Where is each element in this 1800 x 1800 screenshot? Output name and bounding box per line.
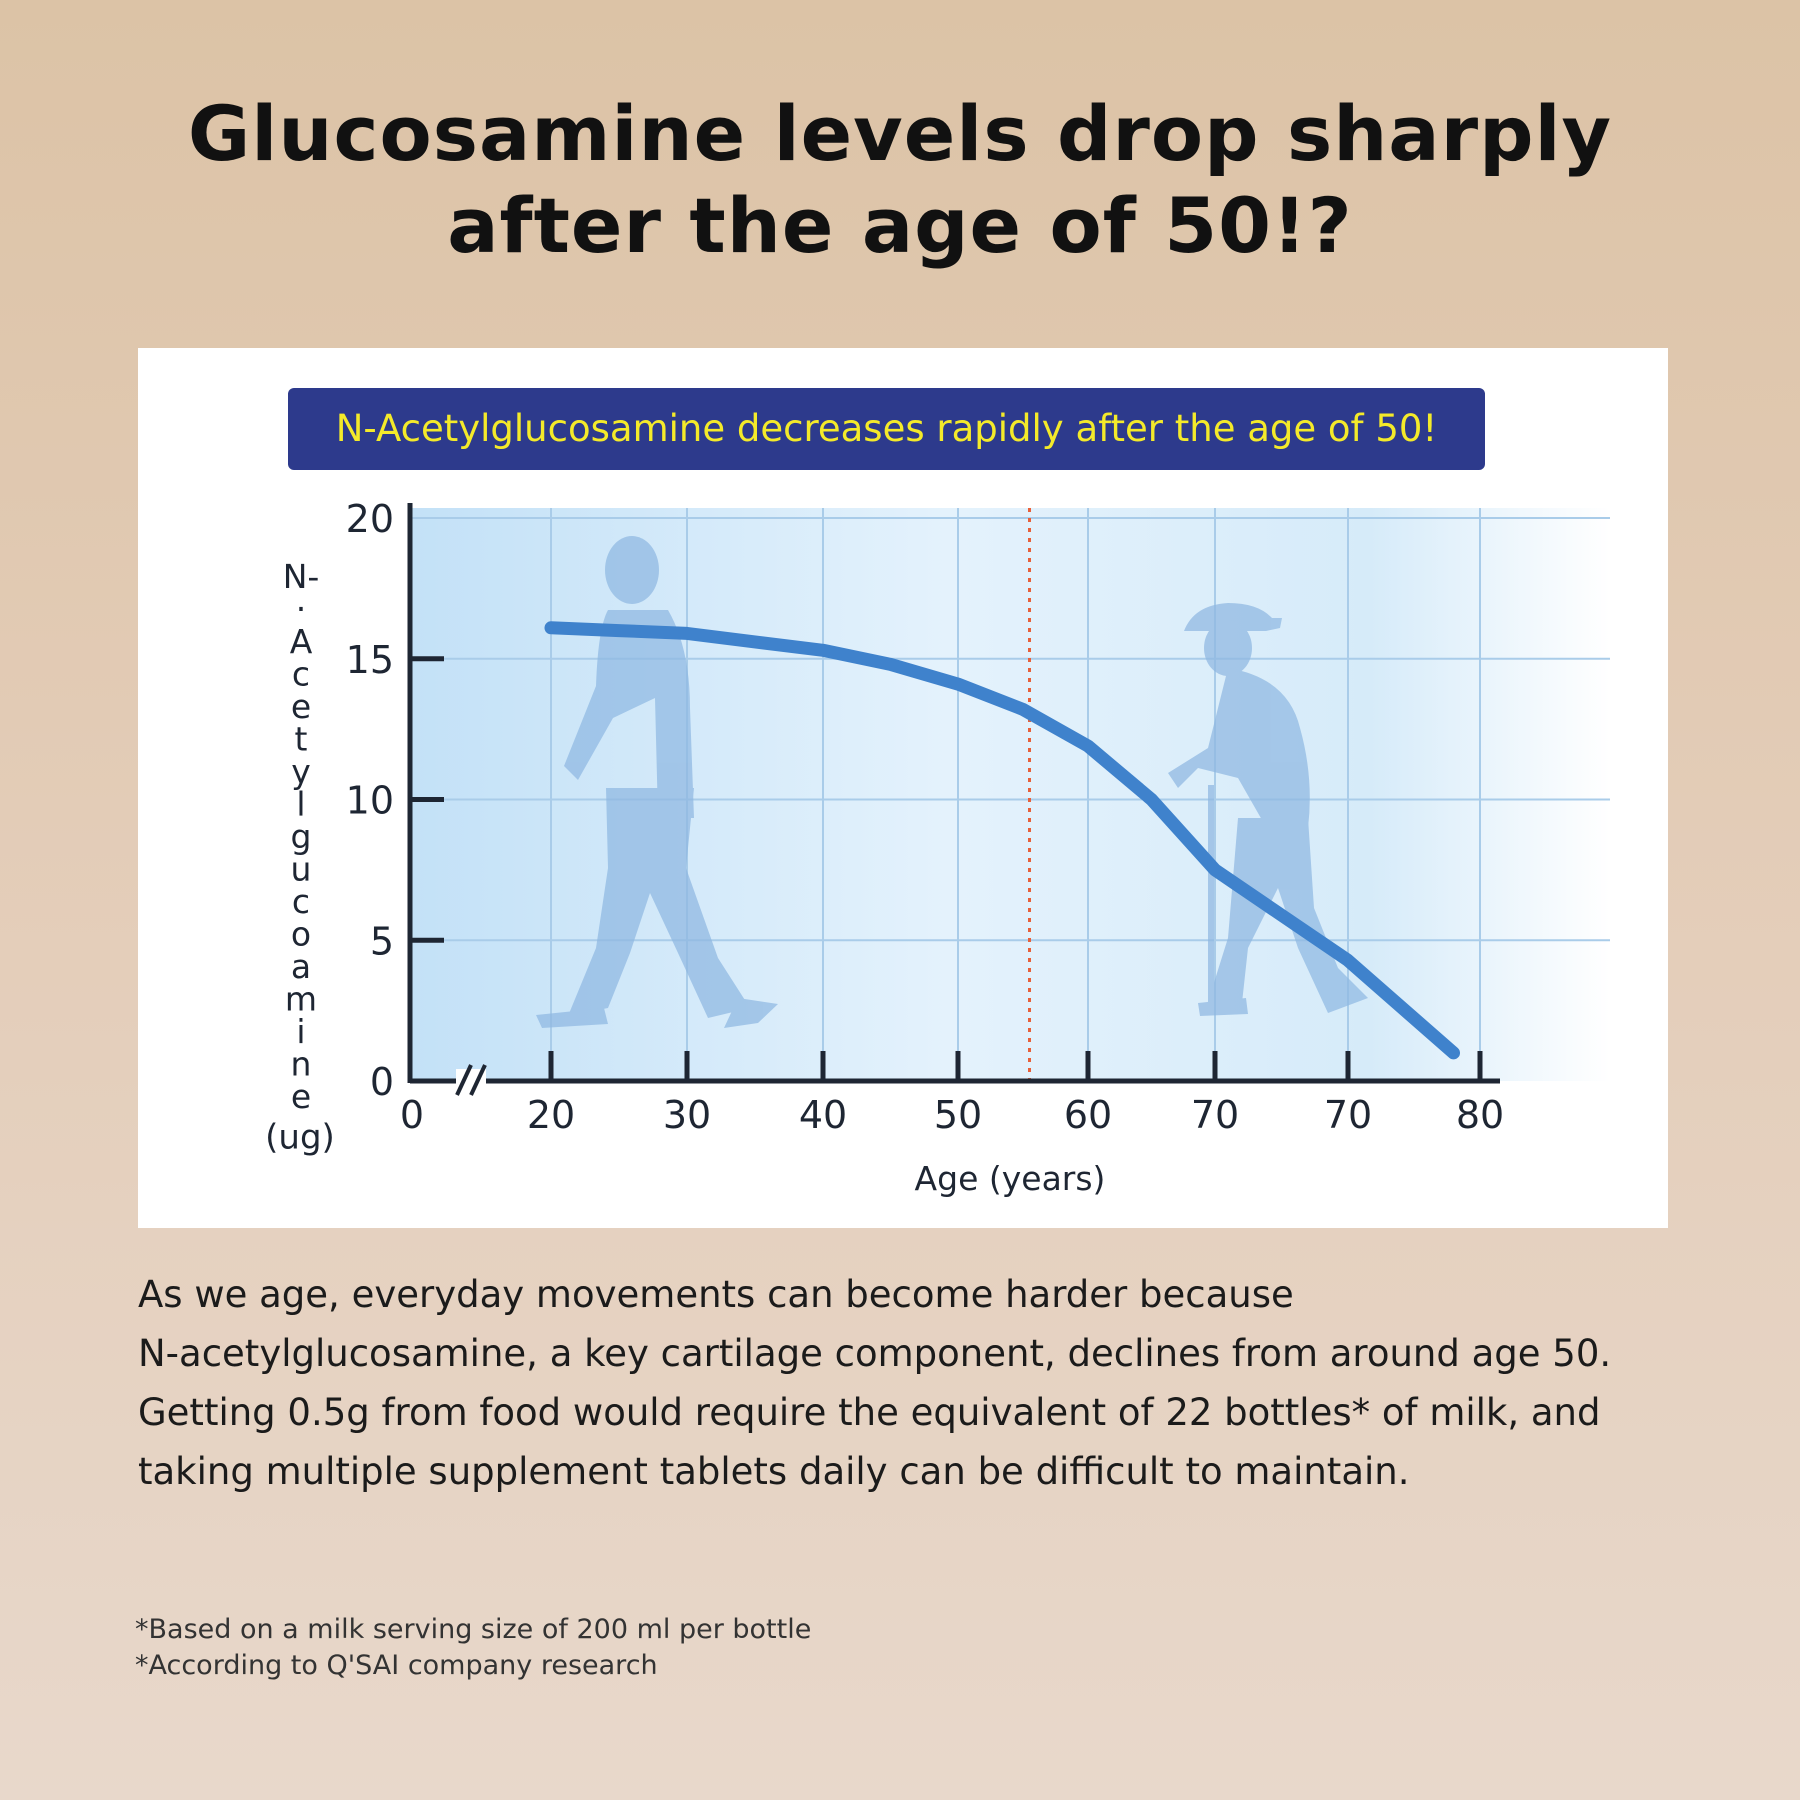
y-axis-label: A [290, 622, 313, 661]
y-axis-label: m [285, 980, 317, 1019]
y-axis-label: (ug) [265, 1118, 335, 1158]
y-axis-label: c [292, 882, 310, 921]
x-tick-label: 60 [1064, 1093, 1112, 1137]
y-axis-label: u [291, 850, 312, 889]
headline-line-1: Glucosamine levels drop sharply [187, 89, 1613, 178]
y-axis-label: l [296, 785, 305, 824]
y-axis-label: o [291, 915, 311, 954]
y-axis-label: · [296, 590, 307, 629]
y-tick-label: 5 [370, 919, 394, 963]
x-tick-label: 80 [1456, 1093, 1504, 1137]
x-tick-label: 40 [799, 1093, 847, 1137]
body-paragraph: As we age, everyday movements can become… [138, 1265, 1698, 1501]
y-axis-label: i [296, 1012, 305, 1051]
x-tick-label: 70 [1324, 1093, 1372, 1137]
y-tick-label: 0 [370, 1060, 394, 1104]
silhouettes [536, 536, 1368, 1028]
body-line-3: Getting 0.5g from food would require the… [138, 1391, 1601, 1434]
tick-labels: 0 20 30 40 50 60 70 70 80 0 5 10 15 20 Age (years) N-·A… [265, 497, 1504, 1198]
axis-break-mark [455, 1064, 473, 1096]
axis-break-mark [469, 1064, 487, 1096]
young-walking-man-silhouette [536, 536, 778, 1028]
headline-line-2: after the age of 50!? [447, 181, 1353, 270]
x-tick-label: 20 [527, 1093, 575, 1137]
body-line-2: N-acetylglucosamine, a key cartilage com… [138, 1332, 1612, 1375]
x-tick-label: 70 [1191, 1093, 1239, 1137]
glucosamine-chart: 0 20 30 40 50 60 70 70 80 0 5 10 15 20 Age (years) N-·A… [265, 497, 1610, 1198]
elderly-man-with-cane-silhouette [1168, 603, 1368, 1016]
y-tick-label: 10 [346, 779, 394, 823]
x-axis-label: Age (years) [915, 1159, 1106, 1198]
y-axis-label: e [291, 1077, 311, 1116]
series-line [544, 621, 1460, 1060]
y-axis-label: g [291, 817, 312, 856]
y-axis-label: t [295, 720, 308, 759]
body-line-1: As we age, everyday movements can become… [138, 1273, 1294, 1316]
x-tick-label: 0 [400, 1093, 424, 1137]
footnotes: *Based on a milk serving size of 200 ml … [135, 1612, 811, 1684]
chart-panel: 0 20 30 40 50 60 70 70 80 0 5 10 15 20 Age (years) N- · A… [138, 348, 1668, 1228]
y-axis-label: e [291, 687, 311, 726]
axes [407, 503, 1500, 1096]
x-tick-label: 50 [934, 1093, 982, 1137]
y-axis-label: y [291, 752, 311, 791]
y-axis-label: a [291, 947, 311, 986]
headline: Glucosamine levels drop sharply after th… [0, 88, 1800, 272]
y-axis-label: N- [283, 557, 320, 596]
footnote-2: *According to Q'SAI company research [135, 1650, 658, 1681]
y-axis-label: n [291, 1045, 312, 1084]
y-tick-label: 20 [346, 497, 394, 541]
body-line-4: taking multiple supplement tablets daily… [138, 1450, 1410, 1493]
footnote-1: *Based on a milk serving size of 200 ml … [135, 1614, 812, 1645]
y-axis-label: c [292, 655, 310, 694]
x-tick-label: 30 [663, 1093, 711, 1137]
chart-banner: N-Acetylglucosamine decreases rapidly af… [288, 388, 1485, 470]
y-tick-label: 15 [346, 638, 394, 682]
